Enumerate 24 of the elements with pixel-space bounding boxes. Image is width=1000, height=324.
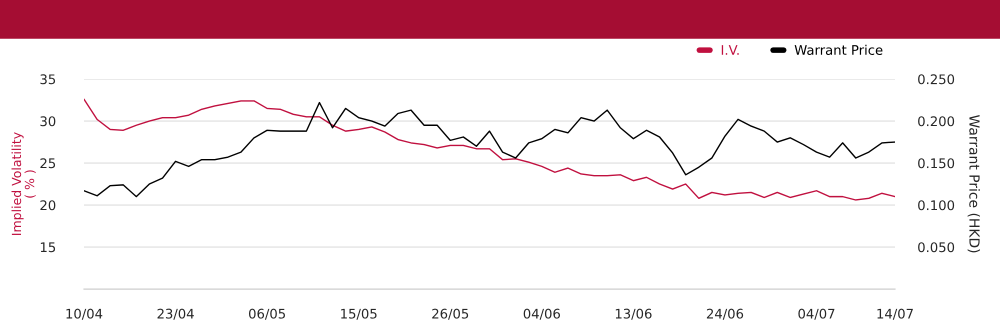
x-tick-label: 10/04: [66, 308, 102, 320]
x-tick-label: 06/05: [248, 308, 285, 320]
y2-axis-title: Warrant Price (HKD): [968, 114, 980, 252]
y2-tick-label: 0.250: [918, 74, 954, 84]
x-tick-label: 15/05: [341, 308, 377, 320]
y-tick-label: 15: [40, 242, 56, 252]
x-tick-label: 04/07: [798, 308, 834, 320]
x-tick-label: 04/06: [524, 308, 560, 320]
y-tick-label: 30: [40, 116, 56, 126]
y-tick-label: 20: [40, 200, 56, 210]
y2-tick-label: 0.050: [918, 242, 954, 252]
y-tick-label: 35: [40, 74, 56, 84]
y-tick-label: 25: [40, 158, 56, 168]
x-tick-label: 26/05: [432, 308, 468, 320]
x-tick-label: 14/07: [877, 308, 913, 320]
y2-tick-label: 0.100: [918, 200, 954, 210]
legend-label: Warrant Price: [794, 44, 882, 55]
legend-label: I.V.: [722, 45, 739, 55]
x-tick-label: 24/06: [706, 308, 744, 320]
x-tick-label: 13/06: [616, 308, 652, 320]
y-axis-title: Implied Volatility ( % ): [12, 132, 36, 235]
x-tick-label: 23/04: [158, 308, 194, 320]
y2-tick-label: 0.150: [918, 158, 954, 168]
y2-tick-label: 0.200: [918, 116, 954, 126]
